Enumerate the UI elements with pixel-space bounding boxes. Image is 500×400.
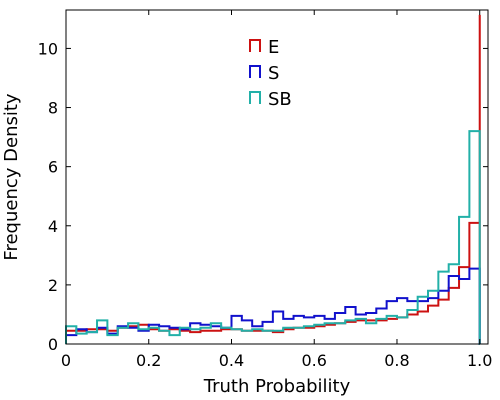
legend-s-label: S xyxy=(268,63,279,84)
y-tick-label: 2 xyxy=(48,276,58,295)
plot-frame xyxy=(65,9,489,345)
x-tick-label: 0.6 xyxy=(302,351,327,370)
legend-s-swatch xyxy=(249,65,261,78)
legend-sb-label: SB xyxy=(268,89,292,110)
x-tick-label: 0.8 xyxy=(384,351,409,370)
legend: ES SB xyxy=(249,37,292,110)
y-axis-label: Frequency Density xyxy=(1,93,22,260)
legend-e-label: E xyxy=(268,37,279,58)
y-tick-label: 6 xyxy=(48,158,58,177)
x-tick-label: 0.4 xyxy=(219,351,244,370)
series-s-step xyxy=(65,267,481,345)
y-tick-label: 10 xyxy=(38,39,58,58)
series-sb-step xyxy=(65,130,481,345)
axis-ticks: 0 0.2 0.4 0.6 0.8 1.0 0 2 4 6 8 10 xyxy=(38,10,492,370)
legend-e-swatch xyxy=(249,39,261,52)
y-tick-label: 0 xyxy=(48,335,58,354)
series-group xyxy=(65,14,481,345)
legend-sb-swatch xyxy=(249,91,261,104)
x-tick-label: 0 xyxy=(61,351,71,370)
x-tick-label: 1.0 xyxy=(467,351,492,370)
x-axis-label: Truth Probability xyxy=(203,376,351,397)
y-tick-label: 8 xyxy=(48,99,58,118)
y-tick-label: 4 xyxy=(48,217,58,236)
x-tick-label: 0.2 xyxy=(136,351,161,370)
